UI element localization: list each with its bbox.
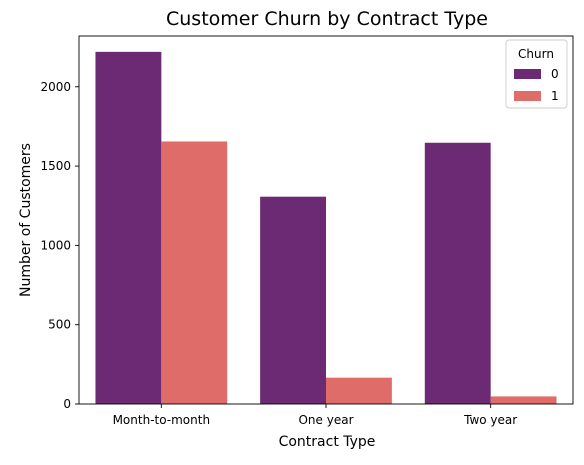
- bar-series-1-one-year: [326, 377, 392, 404]
- bar-series-0-two-year: [424, 142, 491, 404]
- legend-title: Churn: [518, 47, 554, 61]
- bar-series-0-one-year: [260, 196, 326, 404]
- plot-frame: [78, 35, 574, 405]
- y-axis: 0 500 1000 1500 2000: [40, 80, 79, 411]
- y-tick-label: 2000: [40, 80, 71, 94]
- y-tick-label: 0: [63, 397, 71, 411]
- y-tick-label: 1500: [40, 159, 71, 173]
- legend-items: 01: [514, 67, 559, 103]
- bar-series-1-two-year: [490, 396, 557, 404]
- x-tick-label: Two year: [463, 413, 517, 427]
- legend-label-0: 0: [551, 67, 559, 81]
- chart-title: Customer Churn by Contract Type: [166, 8, 488, 30]
- y-tick-label: 1000: [40, 238, 71, 252]
- bars-layer: [95, 51, 557, 405]
- bar-series-0-month-to-month: [95, 51, 162, 405]
- legend-swatch-1: [514, 91, 541, 101]
- y-axis-label: Number of Customers: [18, 143, 34, 297]
- y-tick-label: 500: [48, 318, 71, 332]
- x-axis-label: Contract Type: [279, 434, 376, 450]
- x-axis: Month-to-month One year Two year: [113, 404, 517, 427]
- bar-series-1-month-to-month: [161, 141, 228, 405]
- x-tick-label: One year: [298, 413, 353, 427]
- x-tick-label: Month-to-month: [113, 413, 211, 427]
- legend-label-1: 1: [551, 89, 559, 103]
- legend-swatch-0: [514, 69, 541, 79]
- legend: Churn 01: [505, 39, 568, 109]
